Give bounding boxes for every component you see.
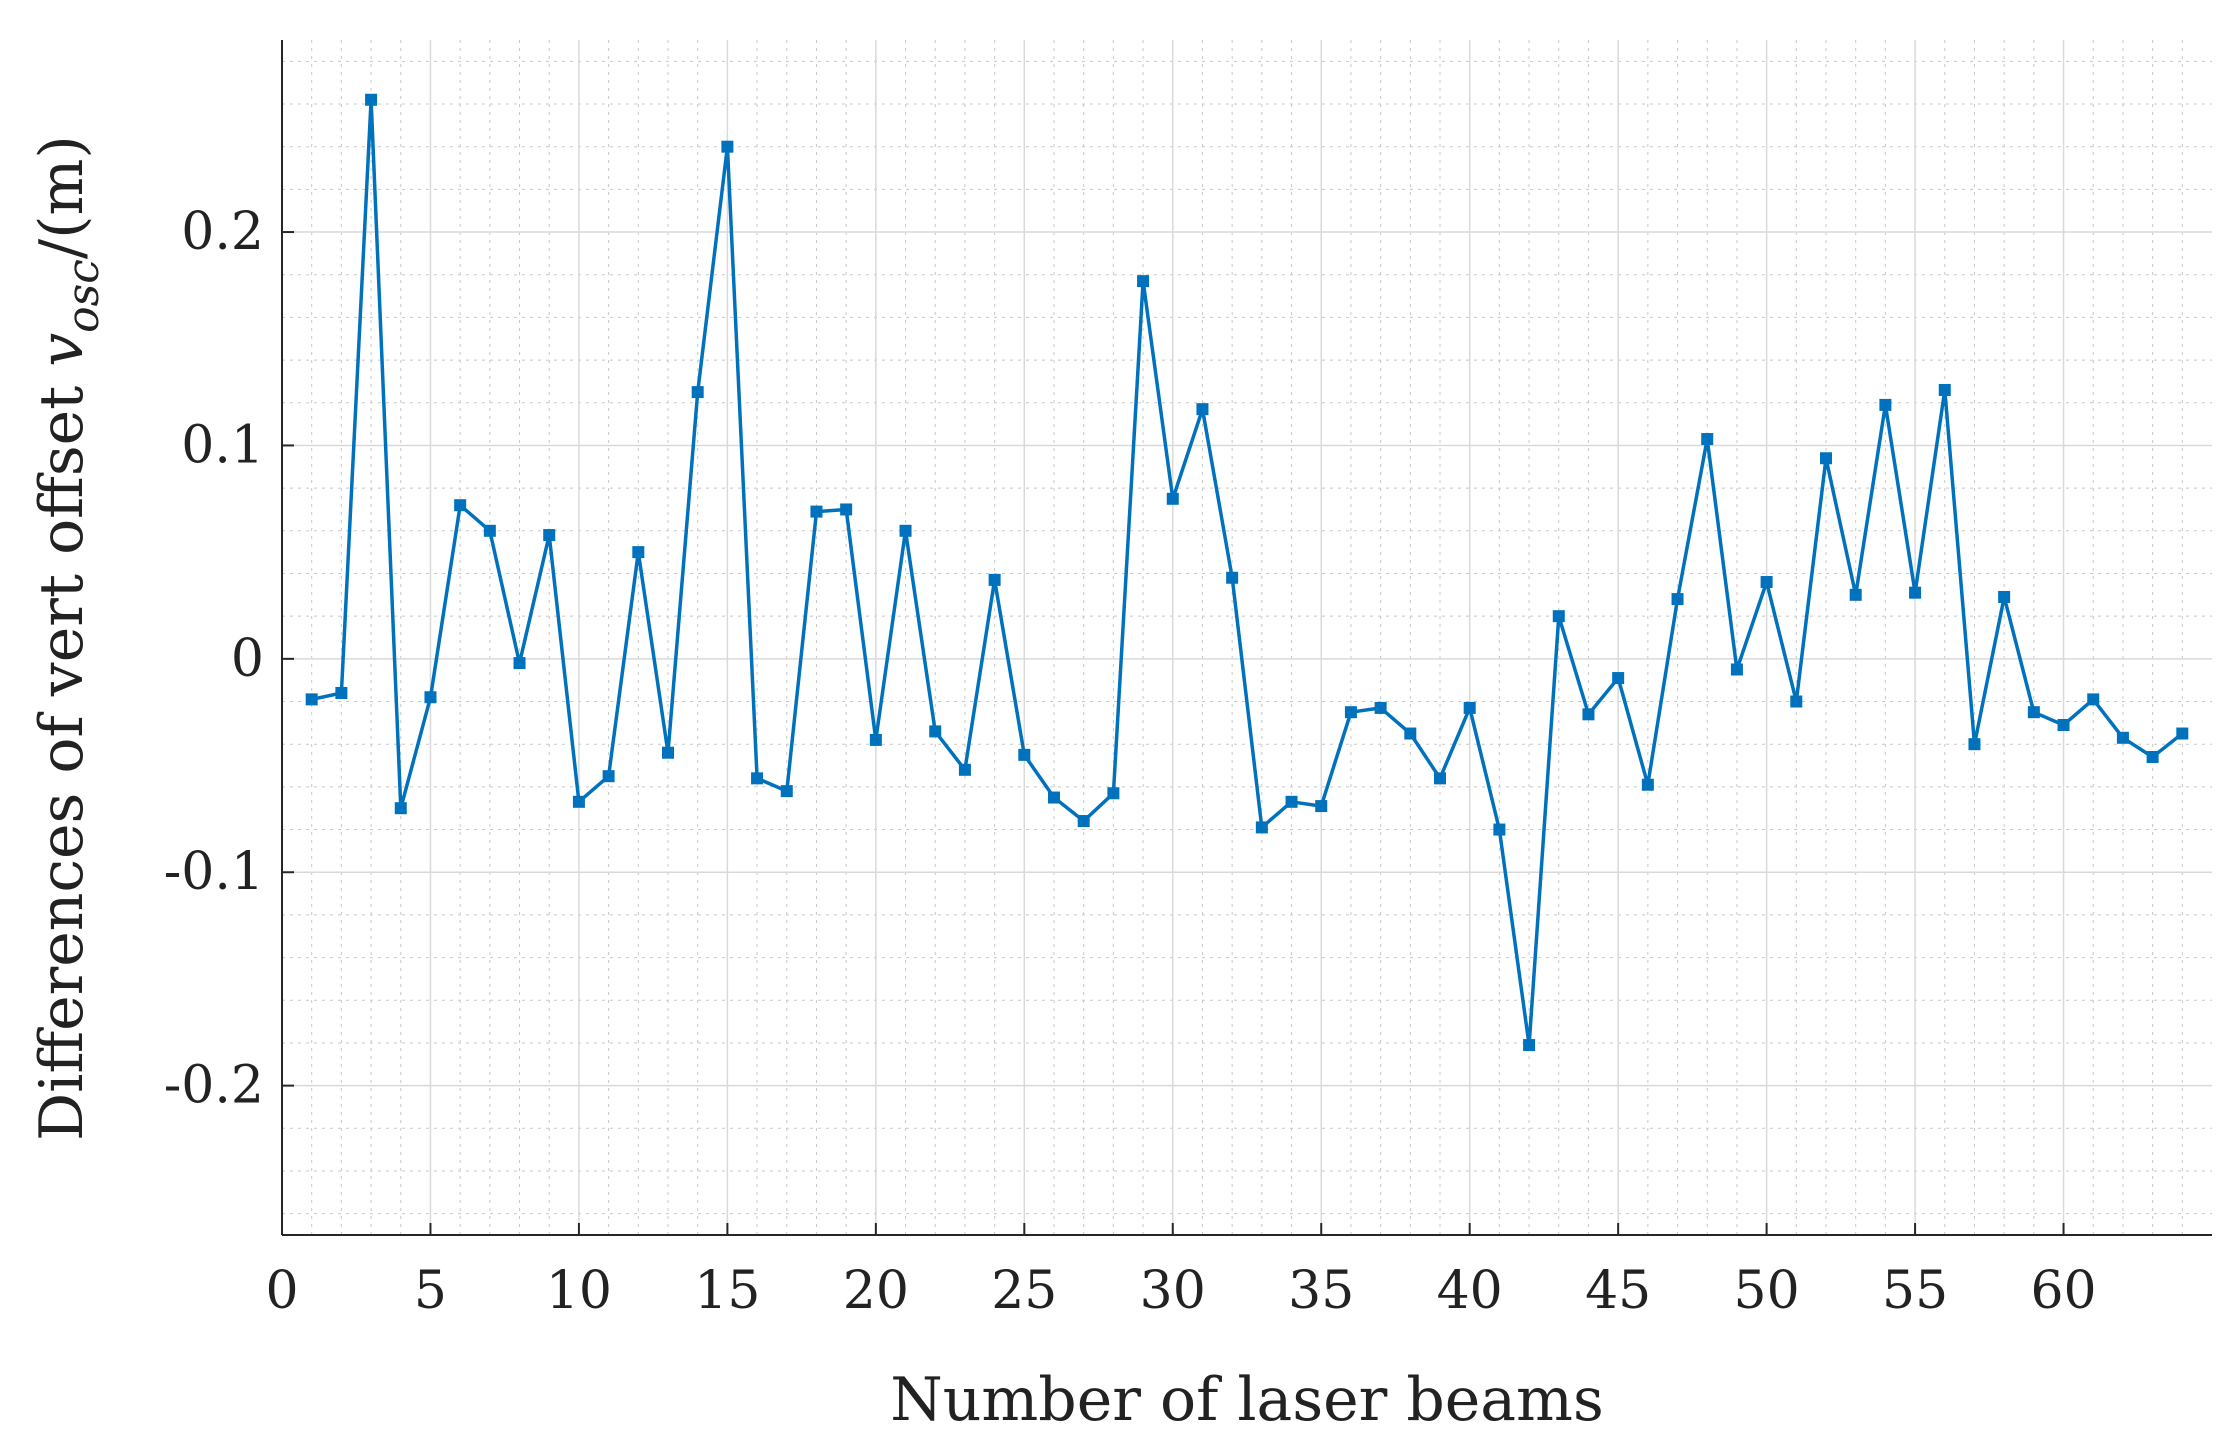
data-point	[780, 785, 793, 798]
x-tick-labels: 0 5 10 15 20 25 30 35 40 45 50 55 60	[265, 1261, 2096, 1321]
x-tick-label: 45	[1585, 1261, 1651, 1321]
data-point	[483, 524, 496, 537]
data-point	[394, 802, 407, 815]
data-point	[2146, 751, 2159, 763]
data-point	[899, 524, 912, 537]
data-point	[513, 657, 526, 670]
y-tick-label: -0.1	[164, 842, 264, 902]
data-point	[2057, 718, 2070, 731]
data-point	[1790, 695, 1803, 708]
y-tick-label: -0.2	[164, 1056, 264, 1116]
x-tick-label: 20	[843, 1261, 909, 1321]
data-point	[1879, 398, 1892, 411]
data-point	[305, 693, 318, 706]
y-tick-label: 0.2	[181, 202, 264, 262]
data-point	[1018, 748, 1031, 761]
x-tick-label: 15	[694, 1261, 760, 1321]
data-point	[1909, 586, 1922, 599]
data-point	[1226, 571, 1239, 584]
x-tick-label: 10	[546, 1261, 612, 1321]
data-point	[1077, 815, 1090, 828]
x-tick-label: 0	[265, 1261, 298, 1321]
data-point	[1938, 383, 1951, 396]
data-point	[365, 93, 378, 106]
data-point	[1048, 791, 1060, 804]
data-point	[572, 795, 585, 808]
data-point	[1434, 772, 1446, 785]
data-point	[1404, 727, 1417, 740]
data-point	[1463, 701, 1476, 714]
data-point	[335, 686, 348, 699]
data-point	[632, 546, 645, 559]
data-point	[1552, 610, 1565, 623]
data-point	[424, 691, 437, 704]
y-axis-label-suffix: /(m)	[27, 135, 97, 259]
data-point	[840, 503, 853, 516]
plot-background	[282, 40, 2212, 1235]
x-axis-label: Number of laser beams	[890, 1365, 1604, 1435]
data-point	[2176, 727, 2189, 740]
data-point	[1344, 706, 1357, 719]
y-tick-labels: -0.2 -0.1 0 0.1 0.2	[164, 202, 264, 1116]
x-tick-label: 50	[1734, 1261, 1800, 1321]
data-point	[1849, 588, 1862, 601]
data-point	[2027, 706, 2040, 719]
data-point	[2087, 693, 2100, 706]
data-point	[1612, 672, 1625, 685]
data-point	[662, 746, 674, 759]
data-point	[988, 573, 1001, 586]
data-point	[751, 772, 764, 785]
data-point	[602, 770, 615, 783]
data-point	[1493, 823, 1506, 836]
x-tick-label: 55	[1882, 1261, 1948, 1321]
data-point	[1523, 1039, 1536, 1052]
x-tick-label: 25	[991, 1261, 1057, 1321]
data-point	[1968, 738, 1981, 751]
data-point	[1701, 433, 1714, 446]
x-tick-label: 60	[2030, 1261, 2096, 1321]
data-point	[958, 763, 971, 776]
y-tick-label: 0	[231, 629, 264, 689]
data-point	[691, 386, 704, 399]
data-point	[1582, 708, 1595, 721]
data-point	[1196, 403, 1209, 416]
data-point	[1285, 795, 1298, 808]
data-point	[454, 499, 467, 512]
x-tick-label: 5	[414, 1261, 447, 1321]
data-point	[1315, 800, 1328, 813]
data-point	[1998, 590, 2011, 603]
x-tick-label: 40	[1437, 1261, 1503, 1321]
data-point	[2116, 731, 2129, 744]
data-point	[1641, 778, 1654, 791]
major-grid	[281, 40, 2212, 1235]
data-point	[1137, 275, 1150, 288]
y-axis-label-prefix: Differences of vert offset	[27, 367, 97, 1141]
y-axis-label-variable: v	[27, 333, 97, 367]
minor-grid	[282, 40, 2212, 1235]
data-point	[869, 733, 882, 746]
data-point	[1374, 701, 1387, 714]
data-point	[810, 505, 823, 518]
data-point	[1107, 787, 1120, 800]
data-point	[1255, 821, 1268, 834]
data-point	[721, 140, 734, 153]
data-point	[1820, 452, 1832, 465]
x-tick-label: 30	[1140, 1261, 1206, 1321]
data-point	[929, 725, 942, 738]
axes	[281, 40, 2212, 1236]
series-line	[311, 98, 2184, 1047]
y-axis-label-subscript: osc	[58, 259, 109, 333]
data-point	[1730, 663, 1743, 676]
x-tick-label: 35	[1288, 1261, 1354, 1321]
data-point	[1760, 576, 1773, 589]
data-point	[1166, 492, 1179, 505]
data-point	[1671, 593, 1684, 606]
series-group	[305, 93, 2189, 1052]
data-point	[543, 529, 556, 542]
y-axis-label: Differences of vert offset vosc/(m)	[27, 135, 109, 1141]
y-tick-label: 0.1	[181, 415, 264, 475]
